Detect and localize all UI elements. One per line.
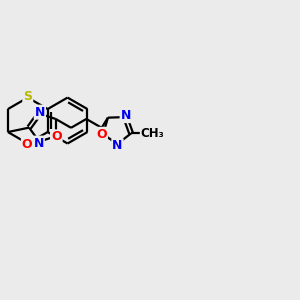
Text: CH₃: CH₃ (141, 127, 164, 140)
Text: O: O (96, 128, 107, 141)
Text: O: O (51, 130, 62, 143)
Text: N: N (35, 106, 45, 118)
Text: N: N (34, 136, 44, 150)
Text: O: O (22, 138, 32, 151)
Text: S: S (23, 91, 32, 103)
Text: N: N (121, 109, 131, 122)
Text: N: N (112, 139, 123, 152)
